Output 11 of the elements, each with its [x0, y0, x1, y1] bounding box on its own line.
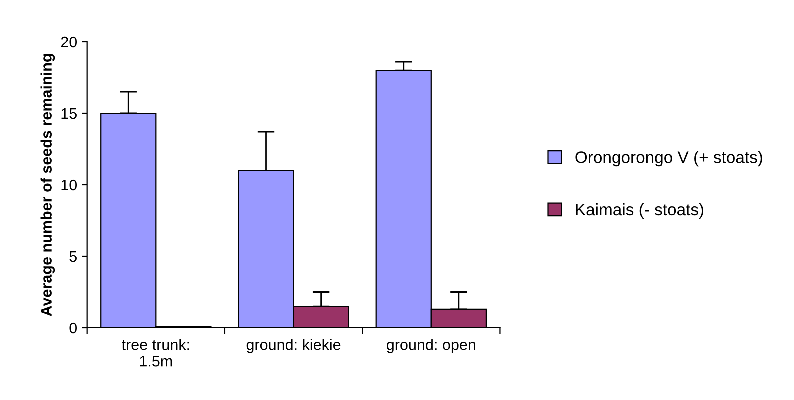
x-tick-label: ground: kiekie [246, 339, 341, 354]
y-tick-label: 0 [70, 322, 78, 334]
legend-label: Kaimais (- stoats) [576, 203, 704, 219]
y-tick-label: 5 [70, 252, 77, 262]
x-tick-label: ground: open [387, 339, 476, 354]
y-tick-label: 10 [62, 180, 78, 191]
y-tick-label: 15 [62, 108, 77, 120]
y-axis-title: Average number of seeds remaining [40, 54, 56, 316]
x-tick-label: tree trunk: 1.5m [122, 339, 190, 367]
legend-label: Orongorongo V (+ stoats) [576, 151, 762, 167]
y-tick-label: 20 [61, 36, 78, 48]
